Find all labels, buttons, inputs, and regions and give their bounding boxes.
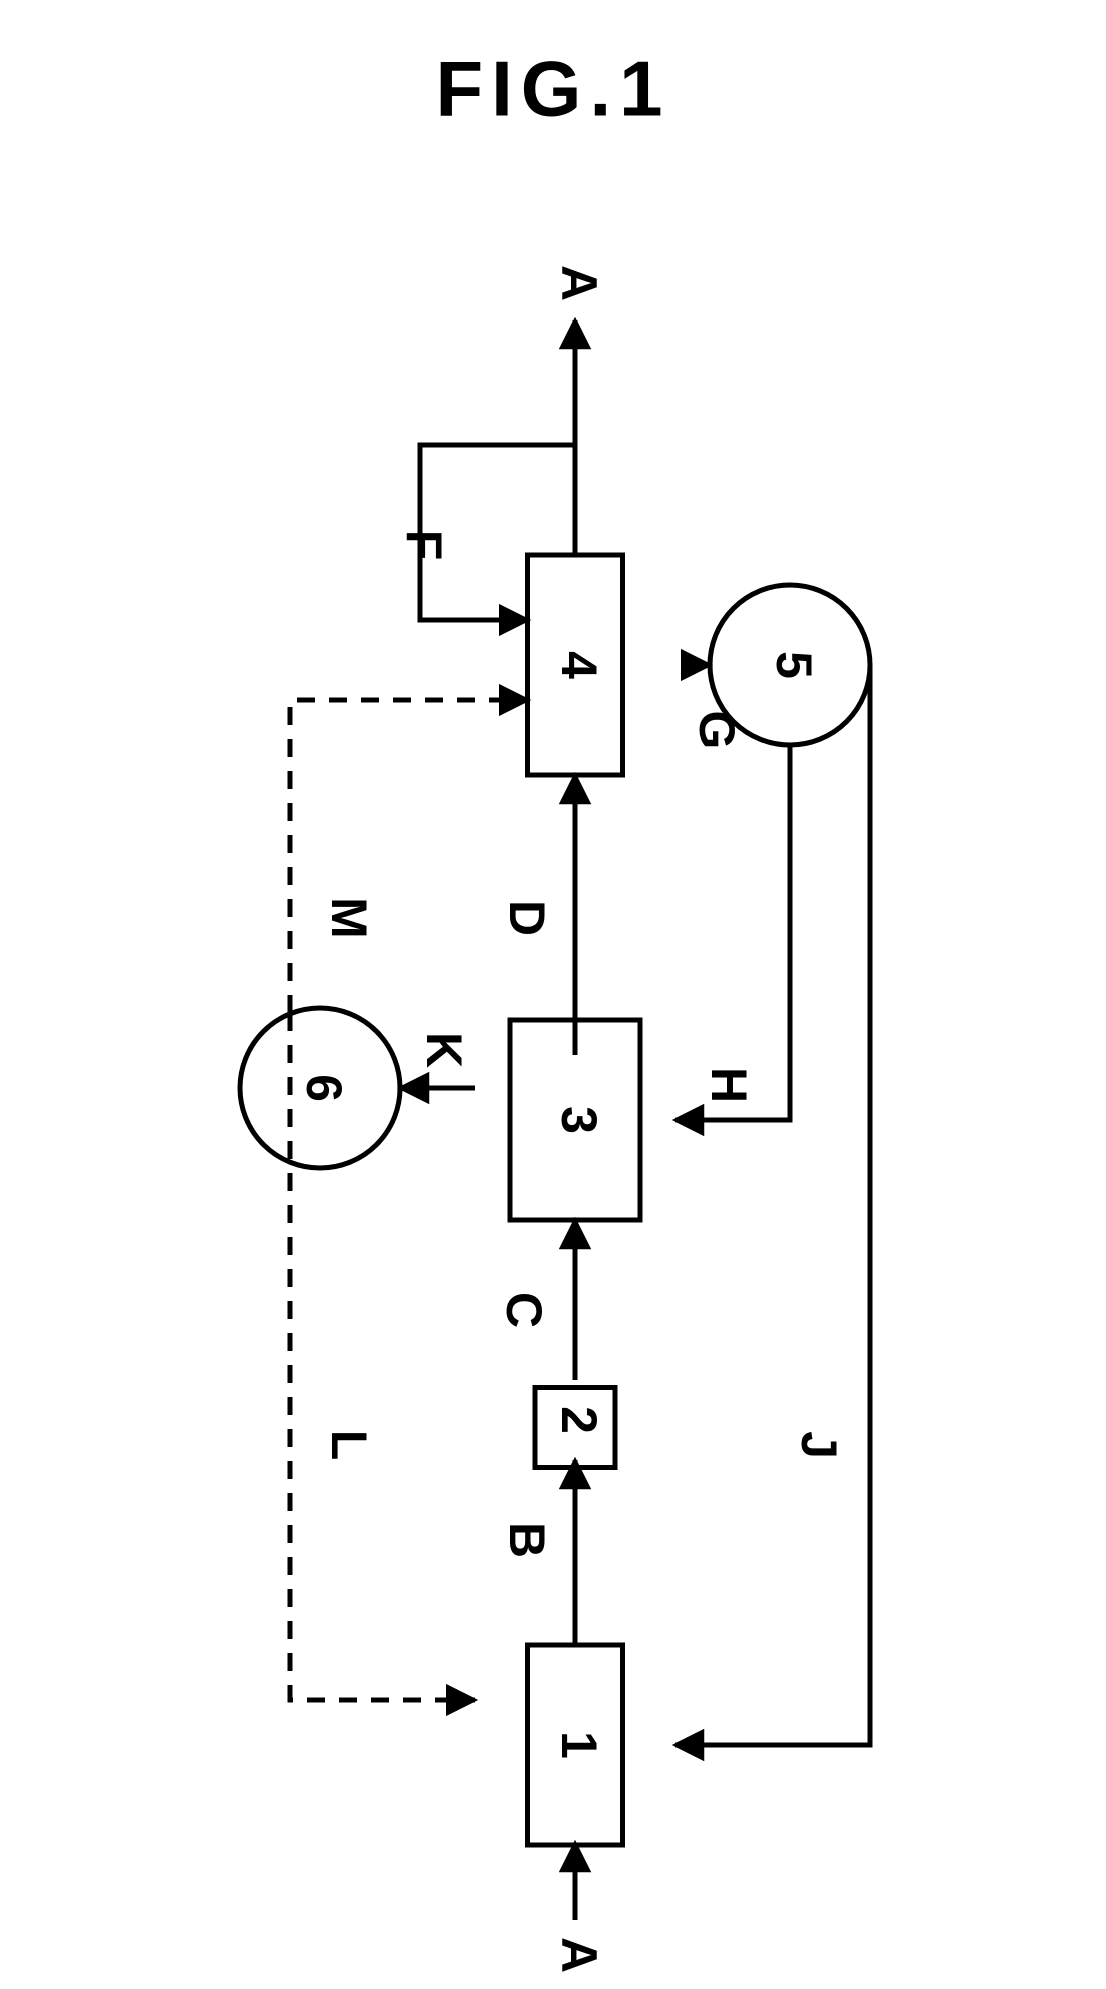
figure-title: FIG.1 — [435, 45, 670, 133]
edge-label-A_out: A — [551, 265, 607, 301]
edge-label-J: J — [791, 1431, 847, 1459]
edge-J — [675, 665, 870, 1745]
edge-label-M: M — [321, 897, 377, 939]
edge-label-H: H — [701, 1067, 757, 1103]
node-label-n1: 1 — [551, 1731, 607, 1759]
edge-H — [675, 745, 790, 1120]
edge-label-C: C — [496, 1292, 552, 1328]
edge-label-B: B — [499, 1522, 555, 1558]
edge-label-A_in: A — [551, 1937, 607, 1973]
node-n4: 4 — [528, 555, 623, 775]
edge-label-D: D — [499, 900, 555, 936]
edge-label-F: F — [396, 530, 452, 561]
node-label-n6: 6 — [296, 1074, 352, 1102]
edge-label-G: G — [689, 711, 745, 750]
node-label-n4: 4 — [551, 651, 607, 679]
node-label-n3: 3 — [551, 1106, 607, 1134]
node-n1: 1 — [528, 1645, 623, 1845]
edge-label-K: K — [416, 1032, 472, 1068]
edge-L — [290, 1013, 475, 1700]
edge-label-L: L — [321, 1430, 377, 1461]
node-n6: 6 — [240, 1008, 400, 1168]
node-label-n2: 2 — [551, 1406, 607, 1434]
node-n2: 2 — [535, 1388, 615, 1468]
node-label-n5: 5 — [766, 651, 822, 679]
edge-M — [290, 700, 528, 1013]
